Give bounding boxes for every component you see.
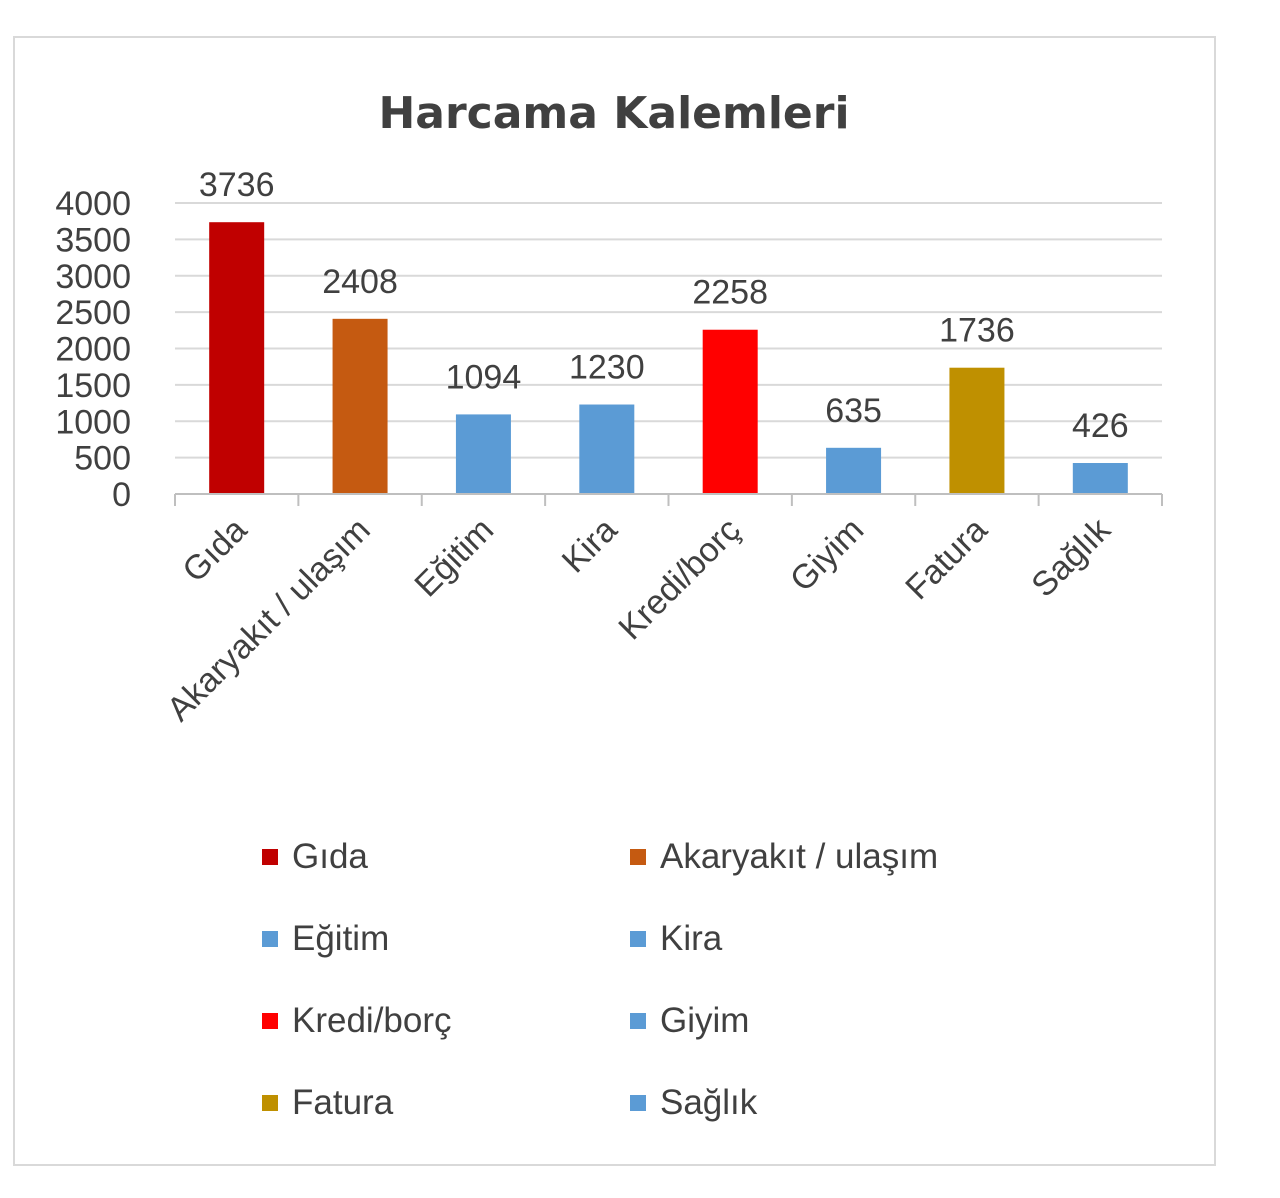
data-label: 2408	[322, 263, 398, 301]
category-label: Fatura	[898, 511, 994, 607]
legend-label: Gıda	[292, 837, 368, 876]
category-label: Akaryakıt / ulaşım	[160, 511, 378, 729]
legend-item: Kira	[630, 914, 722, 964]
legend-swatch	[630, 849, 646, 865]
bar-3	[455, 414, 511, 494]
legend-swatch	[262, 849, 278, 865]
legend-label: Eğitim	[292, 919, 390, 958]
y-tick-label: 500	[74, 440, 131, 478]
y-tick-label: 2500	[55, 294, 131, 332]
category-label: Giyim	[783, 511, 871, 599]
legend-label: Kira	[660, 919, 723, 958]
legend-label: Giyim	[660, 1001, 750, 1040]
legend-swatch	[630, 1095, 646, 1111]
data-label: 1094	[446, 358, 522, 396]
bars	[209, 222, 1128, 494]
legend: Gıda Akaryakıt / ulaşım Eğitim Kira Kredi/bo…	[262, 832, 1022, 1162]
legend-swatch	[262, 1095, 278, 1111]
category-label: Gıda	[175, 511, 254, 590]
data-label: 426	[1072, 407, 1129, 445]
y-tick-label: 2000	[55, 331, 131, 369]
legend-item: Kredi/borç	[262, 996, 452, 1046]
legend-item: Eğitim	[262, 914, 389, 964]
data-label: 635	[825, 392, 882, 430]
bar-1	[209, 222, 265, 494]
y-tick-label: 1500	[55, 367, 131, 405]
category-label: Kira	[555, 511, 625, 581]
category-label: Kredi/borç	[611, 511, 747, 647]
bar-7	[949, 367, 1005, 494]
data-label: 3736	[199, 166, 275, 204]
bar-5	[702, 329, 758, 494]
legend-label: Sağlık	[660, 1083, 758, 1122]
legend-item: Gıda	[262, 832, 368, 882]
legend-label: Fatura	[292, 1083, 394, 1122]
legend-label: Kredi/borç	[292, 1001, 452, 1040]
data-label: 1230	[569, 349, 645, 387]
legend-item: Giyim	[630, 996, 749, 1046]
legend-item: Akaryakıt / ulaşım	[630, 832, 938, 882]
y-tick-label: 1000	[55, 403, 131, 441]
legend-swatch	[630, 931, 646, 947]
legend-swatch	[262, 1013, 278, 1029]
legend-swatch	[630, 1013, 646, 1029]
bar-8	[1072, 463, 1128, 494]
y-tick-label: 3000	[55, 258, 131, 296]
x-axis	[174, 493, 1163, 506]
y-tick-label: 0	[112, 476, 131, 514]
legend-item: Fatura	[262, 1078, 393, 1128]
bar-4	[579, 404, 635, 494]
bar-2	[332, 318, 388, 494]
y-tick-label: 3500	[55, 221, 131, 259]
legend-label: Akaryakıt / ulaşım	[660, 837, 939, 876]
category-label: Sağlık	[1024, 510, 1118, 604]
y-tick-label: 4000	[55, 185, 131, 223]
legend-item: Sağlık	[630, 1078, 757, 1128]
data-labels: 3736 2408 1094 1230 2258 635 1736 426	[199, 166, 1129, 445]
chart-title: Harcama Kalemleri	[378, 88, 849, 139]
bar-6	[826, 447, 882, 494]
legend-swatch	[262, 931, 278, 947]
data-label: 1736	[939, 312, 1015, 350]
data-label: 2258	[692, 274, 768, 312]
category-label: Eğitim	[407, 511, 501, 605]
